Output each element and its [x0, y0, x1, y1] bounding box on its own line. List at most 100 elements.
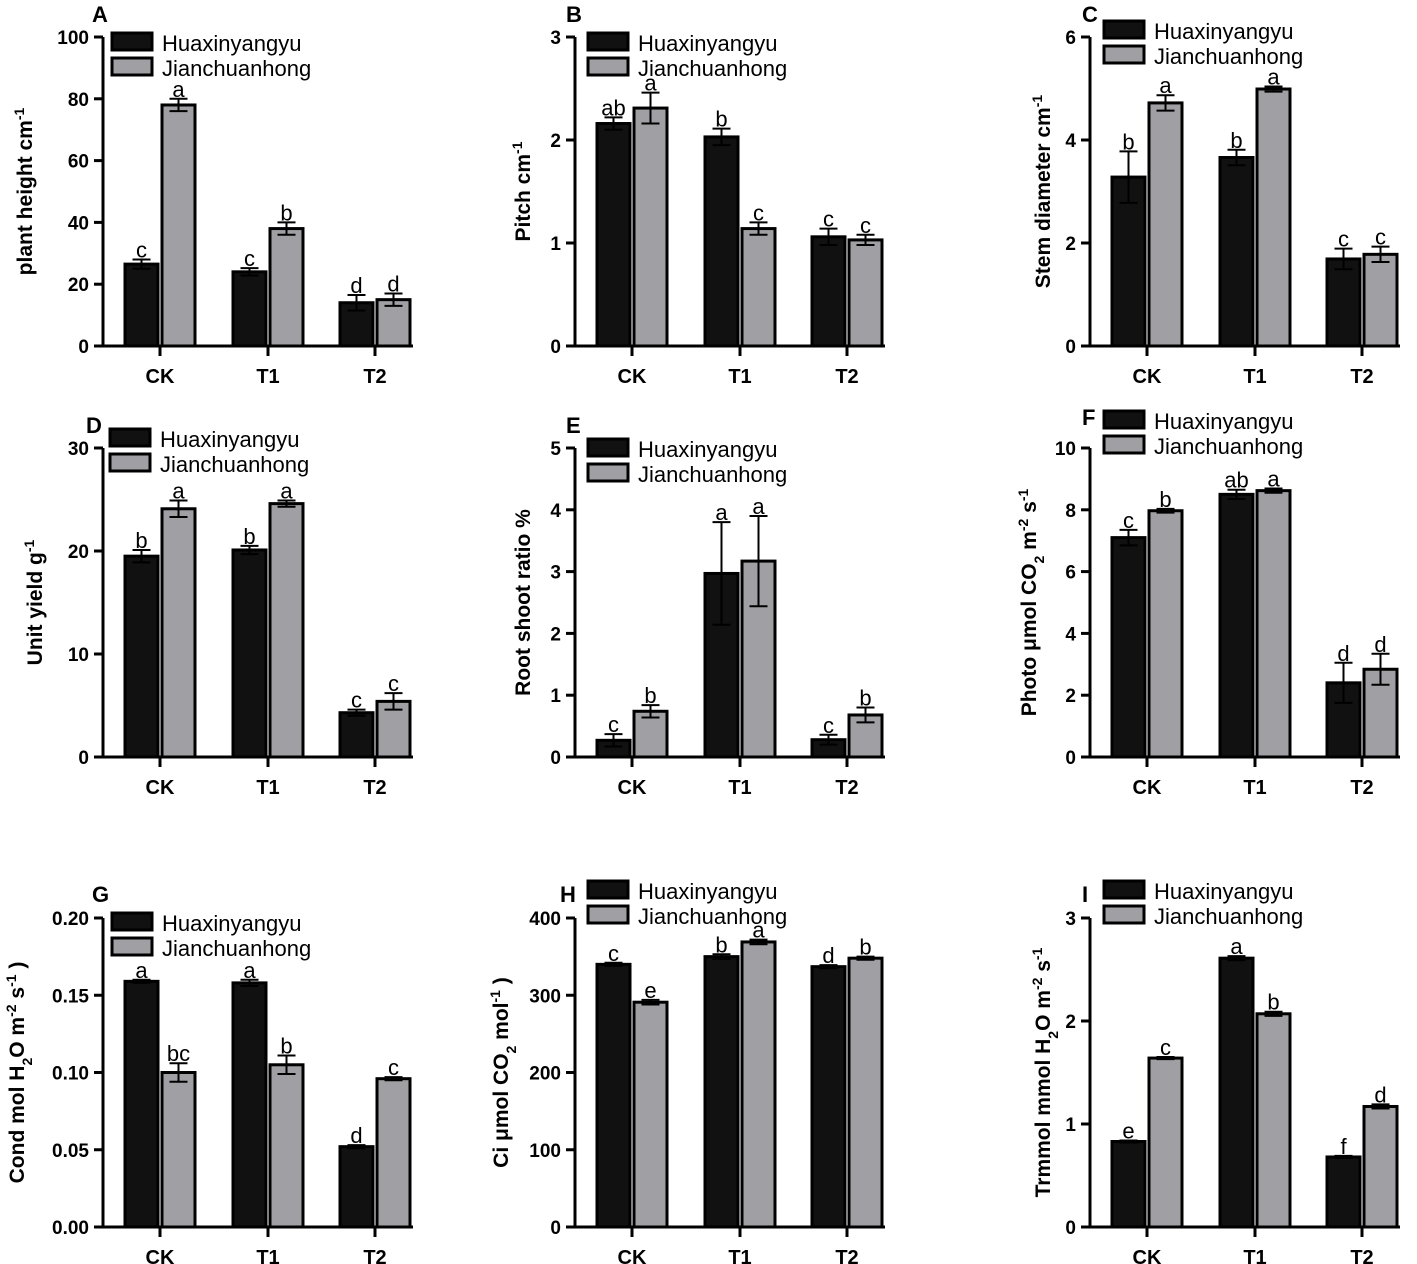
significance-letter: b — [1230, 128, 1242, 153]
panel-letter: F — [1082, 405, 1095, 430]
y-tick-label: 1 — [550, 686, 561, 707]
legend-label: Huaxinyangyu — [1154, 19, 1293, 44]
significance-letter: a — [172, 77, 185, 102]
y-tick-label: 0 — [78, 748, 89, 769]
x-tick-label: T1 — [1243, 366, 1266, 388]
x-tick-label: T2 — [1350, 777, 1373, 799]
legend-swatch — [1102, 19, 1146, 40]
bar-jianchuanhong-ck — [160, 103, 197, 348]
bar-jianchuanhong-t1 — [740, 940, 777, 1229]
bar-jianchuanhong-t1 — [740, 227, 777, 348]
significance-letter: d — [387, 271, 399, 296]
bar-jianchuanhong-t1 — [268, 1063, 305, 1229]
significance-letter: d — [822, 943, 834, 968]
panel-letter: A — [92, 2, 108, 27]
y-tick-label: 2 — [1065, 686, 1076, 707]
x-tick-label: CK — [146, 1247, 175, 1264]
significance-letter: a — [1230, 934, 1243, 959]
legend-label: Huaxinyangyu — [1154, 409, 1293, 434]
significance-letter: c — [823, 207, 834, 232]
x-tick-label: T2 — [363, 1247, 386, 1264]
bar-huaxinyangyu-ck — [1110, 175, 1147, 348]
y-tick-label: 100 — [57, 28, 89, 49]
significance-letter: c — [351, 688, 362, 713]
bar-jianchuanhong-ck — [1147, 101, 1184, 348]
legend-swatch — [586, 879, 630, 900]
significance-letter: c — [753, 200, 764, 225]
significance-letter: d — [1374, 632, 1386, 657]
significance-letter: c — [1375, 225, 1386, 250]
x-tick-label: CK — [1133, 777, 1162, 799]
y-tick-label: 1 — [550, 234, 561, 255]
significance-letter: b — [135, 528, 147, 553]
legend-label: Huaxinyangyu — [1154, 879, 1293, 904]
significance-letter: b — [280, 200, 292, 225]
x-tick-label: CK — [146, 777, 175, 799]
significance-letter: b — [715, 932, 727, 957]
bar-huaxinyangyu-t2 — [810, 235, 847, 348]
legend-swatch — [586, 904, 630, 925]
legend-swatch — [1102, 434, 1146, 455]
x-tick-label: T1 — [256, 777, 279, 799]
bar-jianchuanhong-t2 — [375, 298, 412, 348]
legend-label: Jianchuanhong — [162, 56, 311, 81]
bar-jianchuanhong-ck — [1147, 509, 1184, 759]
y-tick-label: 0 — [1065, 337, 1076, 358]
legend-label: Jianchuanhong — [638, 904, 787, 929]
x-tick-label: CK — [618, 1247, 647, 1264]
y-tick-label: 0 — [1065, 748, 1076, 769]
bar-jianchuanhong-t1 — [1255, 1012, 1292, 1229]
x-tick-label: T1 — [1243, 777, 1266, 799]
legend-label: Jianchuanhong — [638, 56, 787, 81]
x-tick-label: T1 — [256, 366, 279, 388]
panel-b: B 0 1 2 3 CK T1 T2 ab b c a c c HuaxinyangyuJianchuanh… — [509, 2, 885, 388]
y-tick-label: 0.15 — [52, 986, 89, 1007]
bar-jianchuanhong-t2 — [1362, 667, 1399, 759]
y-tick-label: 1 — [1065, 1115, 1076, 1136]
x-tick-label: CK — [618, 777, 647, 799]
legend-label: Jianchuanhong — [162, 936, 311, 961]
legend-swatch — [108, 452, 152, 473]
significance-letter: a — [280, 479, 293, 504]
bar-huaxinyangyu-t1 — [1218, 156, 1255, 348]
bar-huaxinyangyu-t1 — [231, 548, 268, 759]
significance-letter: b — [859, 935, 871, 960]
y-tick-label: 2 — [550, 624, 561, 645]
y-tick-label: 60 — [68, 152, 89, 173]
bar-huaxinyangyu-ck — [123, 554, 160, 759]
bar-jianchuanhong-t2 — [375, 699, 412, 759]
bar-huaxinyangyu-t1 — [1218, 492, 1255, 759]
significance-letter: a — [752, 918, 765, 943]
legend-swatch — [108, 427, 152, 448]
y-tick-label: 0.00 — [52, 1218, 89, 1239]
y-tick-label: 200 — [529, 1064, 561, 1085]
bar-huaxinyangyu-t1 — [231, 981, 268, 1229]
significance-letter: a — [715, 500, 728, 525]
y-tick-label: 40 — [68, 213, 89, 234]
legend-swatch — [586, 31, 630, 52]
significance-letter: c — [608, 712, 619, 737]
y-tick-label: 0 — [550, 1218, 561, 1239]
y-axis-label: Stem diameter cm-1 — [1029, 95, 1055, 289]
legend-swatch — [110, 911, 154, 932]
panel-d: D 0 10 20 30 CK T1 T2 b b c a a c HuaxinyangyuJianchua… — [21, 413, 413, 799]
y-tick-label: 0 — [1065, 1218, 1076, 1239]
bar-jianchuanhong-t1 — [1255, 489, 1292, 759]
significance-letter: b — [644, 683, 656, 708]
significance-letter: d — [350, 273, 362, 298]
x-tick-label: CK — [618, 366, 647, 388]
y-tick-label: 20 — [68, 275, 89, 296]
bar-jianchuanhong-t2 — [1362, 1104, 1399, 1229]
x-tick-label: T2 — [363, 777, 386, 799]
significance-letter: a — [243, 958, 256, 983]
significance-letter: a — [752, 494, 765, 519]
significance-letter: c — [244, 246, 255, 271]
significance-letter: c — [823, 713, 834, 738]
significance-letter: a — [135, 958, 148, 983]
legend-label: Jianchuanhong — [1154, 434, 1303, 459]
legend-swatch — [586, 56, 630, 77]
significance-letter: b — [1122, 129, 1134, 154]
legend-swatch — [1102, 44, 1146, 65]
x-tick-label: CK — [1133, 1247, 1162, 1264]
